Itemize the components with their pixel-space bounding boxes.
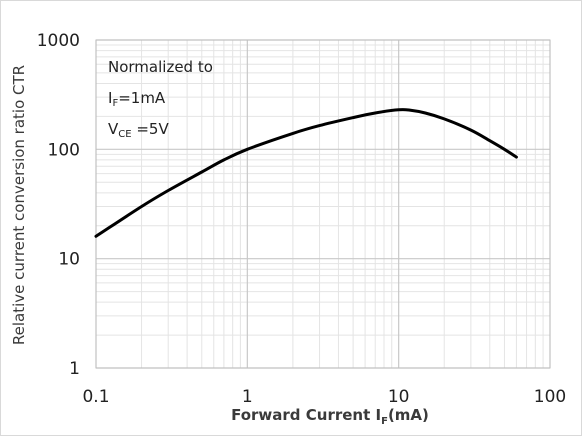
y-tick-labels: 1 10 100 1000 — [37, 31, 80, 379]
y-tick-label: 1000 — [37, 31, 80, 51]
plot-border — [95, 39, 551, 369]
y-axis-title: Relative current conversion ratio CTR — [10, 65, 28, 345]
minor-gridlines — [96, 40, 550, 368]
y-tick-label: 1 — [69, 359, 80, 379]
y-tick-label: 100 — [48, 140, 80, 160]
y-tick-label: 10 — [58, 250, 80, 270]
x-tick-label: 1 — [242, 387, 253, 407]
x-axis-title: Forward Current IF(mA) — [231, 406, 429, 427]
x-tick-label: 10 — [388, 387, 410, 407]
ctr-curve — [94, 108, 518, 238]
x-tick-labels: 0.1 1 10 100 — [82, 387, 566, 407]
x-tick-label: 0.1 — [82, 387, 109, 407]
x-tick-label: 100 — [534, 387, 566, 407]
normalization-annotation: Normalized to IF=1mA VCE =5V — [108, 58, 213, 140]
annotation-line-2: IF=1mA — [108, 89, 166, 109]
annotation-line-1: Normalized to — [108, 58, 213, 76]
annotation-line-3: VCE =5V — [108, 120, 169, 140]
plot-area — [95, 39, 551, 369]
